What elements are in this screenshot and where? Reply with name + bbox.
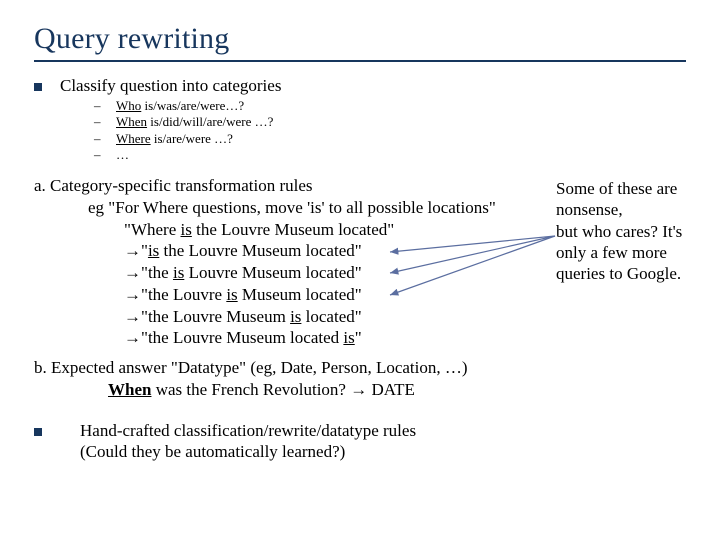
dash-icon: – (94, 98, 116, 114)
handcrafted-text: Hand-crafted classification/rewrite/data… (80, 421, 416, 462)
arrow-icon: → (124, 307, 141, 326)
bullet-row-1: Classify question into categories (34, 76, 686, 96)
sub-item: – Who is/was/are/were…? (94, 98, 686, 114)
dash-icon: – (94, 114, 116, 130)
arrow-icon: → (124, 328, 141, 347)
rewrite-5: →"the Louvre Museum located is" (124, 327, 686, 349)
square-bullet-icon (34, 428, 42, 436)
sub-text: When is/did/will/are/were …? (116, 114, 273, 130)
sub-item: – When is/did/will/are/were …? (94, 114, 686, 130)
section-b: b. Expected answer "Datatype" (eg, Date,… (34, 357, 686, 401)
dash-icon: – (94, 147, 116, 163)
square-bullet-icon (34, 83, 42, 91)
sub-item: – Where is/are/were …? (94, 131, 686, 147)
sub-text: Who is/was/are/were…? (116, 98, 244, 114)
bullet-row-2: Hand-crafted classification/rewrite/data… (34, 421, 686, 462)
section-b-head: b. Expected answer "Datatype" (eg, Date,… (34, 357, 686, 379)
arrow-icon: → (124, 241, 141, 260)
rewrite-3: →"the Louvre is Museum located" (124, 284, 686, 306)
slide-title: Query rewriting (34, 22, 686, 62)
classify-text: Classify question into categories (60, 76, 281, 96)
annotation-callout: Some of these are nonsense, but who care… (556, 178, 714, 284)
sub-text: Where is/are/were …? (116, 131, 233, 147)
sub-item: – … (94, 147, 686, 163)
when-example: When was the French Revolution? → DATE (108, 379, 686, 401)
arrow-icon: → (124, 263, 141, 282)
sub-bullet-list: – Who is/was/are/were…? – When is/did/wi… (94, 98, 686, 163)
rewrite-4: →"the Louvre Museum is located" (124, 306, 686, 328)
sub-text: … (116, 147, 129, 163)
dash-icon: – (94, 131, 116, 147)
slide-root: Query rewriting Classify question into c… (0, 0, 720, 540)
arrow-icon: → (124, 285, 141, 304)
